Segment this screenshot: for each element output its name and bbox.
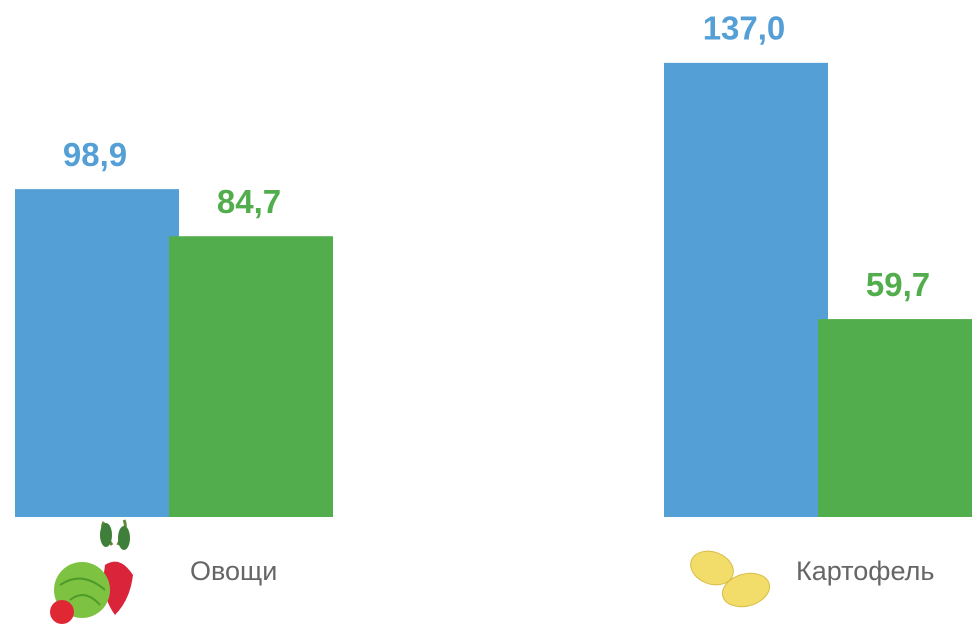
- value-label: 98,9: [63, 136, 127, 173]
- vegetables-icon: [50, 519, 133, 624]
- value-label: 137,0: [703, 10, 786, 47]
- category-label: Овощи: [190, 556, 277, 586]
- bar: [664, 62, 828, 517]
- potato-icon: [690, 550, 771, 608]
- value-label: 59,7: [866, 266, 930, 303]
- bar: [169, 236, 333, 518]
- bar: [818, 319, 972, 517]
- category-label: Картофель: [796, 556, 934, 586]
- bar: [15, 189, 179, 518]
- value-label: 84,7: [217, 183, 281, 220]
